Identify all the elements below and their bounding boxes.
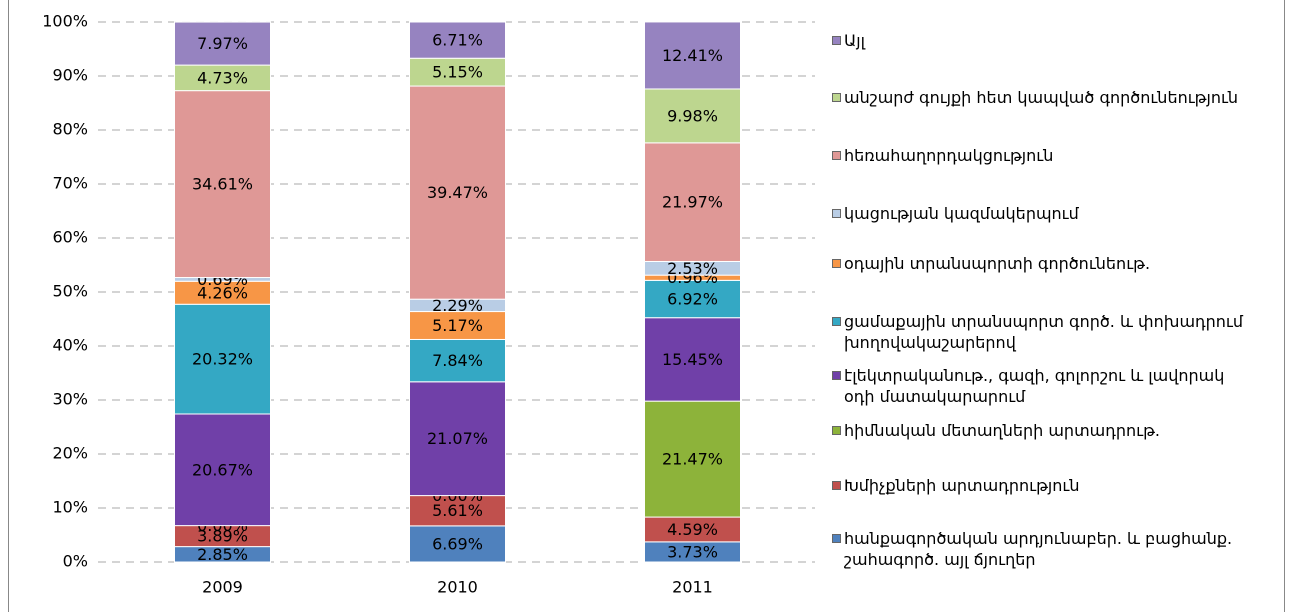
value-label: 20.67%	[192, 460, 253, 479]
legend-swatch	[832, 209, 841, 218]
value-label: 7.84%	[432, 351, 483, 370]
x-tick-label: 2009	[202, 578, 243, 597]
value-label: 2.29%	[432, 296, 483, 315]
legend-swatch	[832, 151, 841, 160]
bar-segment	[644, 317, 741, 402]
bar-segment	[644, 516, 741, 543]
value-label: 6.69%	[432, 534, 483, 553]
legend-label: օդային տրանսպորտի գործունեութ.	[844, 254, 1151, 273]
legend-label: կացության կազմակերպում	[844, 204, 1079, 223]
y-tick-label: 70%	[52, 174, 88, 193]
value-label: 21.47%	[662, 450, 723, 469]
y-tick-label: 30%	[52, 390, 88, 409]
legend-swatch	[832, 36, 841, 45]
legend-item: կացության կազմակերպում	[832, 203, 1272, 224]
legend-item: ցամաքային տրանսպորտ գործ. և փոխադրում խո…	[832, 311, 1272, 353]
value-label: 5.61%	[432, 501, 483, 520]
bar-segment	[644, 21, 741, 90]
x-tick-label: 2011	[672, 578, 713, 597]
legend-label: հիմնական մետաղների արտադրութ.	[844, 421, 1160, 440]
legend-item: էլեկտրականութ., գազի, գոլորշու և լավորակ…	[832, 365, 1272, 407]
value-label: 9.98%	[667, 106, 718, 125]
legend-item: Այլ	[832, 30, 1272, 51]
bar-segment	[644, 400, 741, 518]
legend-swatch	[832, 93, 841, 102]
legend-swatch	[832, 534, 841, 543]
legend-swatch	[832, 371, 841, 380]
bar-segment	[174, 303, 271, 415]
value-label: 15.45%	[662, 350, 723, 369]
y-tick-label: 20%	[52, 444, 88, 463]
legend-label: հեռահաղորդակցություն	[844, 146, 1054, 165]
bar-segment	[174, 90, 271, 279]
bar-segment	[409, 525, 506, 563]
bar-segment	[409, 495, 506, 527]
value-label: 4.26%	[197, 283, 248, 302]
value-label: 21.07%	[427, 429, 488, 448]
value-label: 2.53%	[667, 259, 718, 278]
bar-segment	[174, 64, 271, 92]
value-label: 7.97%	[197, 34, 248, 53]
legend-swatch	[832, 259, 841, 268]
legend-label: Այլ	[844, 31, 865, 50]
legend-item: հանքագործական արդյունաբեր. և բացհանք. շա…	[832, 528, 1272, 570]
value-label: 3.89%	[197, 527, 248, 546]
legend-label: Խմիչքների արտադրություն	[844, 476, 1080, 495]
legend-swatch	[832, 317, 841, 326]
value-label: 3.73%	[667, 542, 718, 561]
value-label: 20.32%	[192, 350, 253, 369]
legend-label: ցամաքային տրանսպորտ գործ. և փոխադրում խո…	[844, 312, 1244, 352]
x-tick-label: 2010	[437, 578, 478, 597]
y-tick-label: 60%	[52, 228, 88, 247]
bar-segment	[409, 338, 506, 383]
bar-segment	[174, 413, 271, 527]
legend-item: օդային տրանսպորտի գործունեութ.	[832, 253, 1272, 274]
value-label: 6.71%	[432, 31, 483, 50]
value-label: 34.61%	[192, 175, 253, 194]
y-tick-label: 0%	[63, 552, 88, 571]
bar-segment	[409, 381, 506, 497]
value-label: 2.85%	[197, 545, 248, 564]
y-tick-label: 10%	[52, 498, 88, 517]
legend-label: հանքագործական արդյունաբեր. և բացհանք. շա…	[844, 529, 1233, 569]
legend-item: անշարժ գույքի հետ կապված գործունեություն	[832, 87, 1272, 108]
bar-segment	[174, 21, 271, 66]
value-label: 4.73%	[197, 68, 248, 87]
y-tick-label: 90%	[52, 66, 88, 85]
bar-segment	[644, 142, 741, 262]
value-label: 12.41%	[662, 46, 723, 65]
value-label: 5.17%	[432, 316, 483, 335]
y-tick-label: 40%	[52, 336, 88, 355]
legend-item: Խմիչքների արտադրություն	[832, 475, 1272, 496]
y-tick-label: 50%	[52, 282, 88, 301]
legend-swatch	[832, 481, 841, 490]
y-tick-label: 80%	[52, 120, 88, 139]
y-tick-label: 100%	[42, 12, 88, 31]
value-label: 5.15%	[432, 63, 483, 82]
legend-item: հիմնական մետաղների արտադրութ.	[832, 420, 1272, 441]
frame	[8, 0, 1285, 612]
value-label: 6.92%	[667, 290, 718, 309]
bar-segment	[409, 57, 506, 87]
legend-label: անշարժ գույքի հետ կապված գործունեություն	[844, 88, 1239, 107]
value-label: 39.47%	[427, 183, 488, 202]
bar-segment	[409, 21, 506, 59]
legend-label: էլեկտրականութ., գազի, գոլորշու և լավորակ…	[844, 366, 1225, 406]
bar-segment	[409, 85, 506, 300]
legend-item: հեռահաղորդակցություն	[832, 145, 1272, 166]
legend-swatch	[832, 426, 841, 435]
value-label: 21.97%	[662, 193, 723, 212]
value-label: 4.59%	[667, 520, 718, 539]
